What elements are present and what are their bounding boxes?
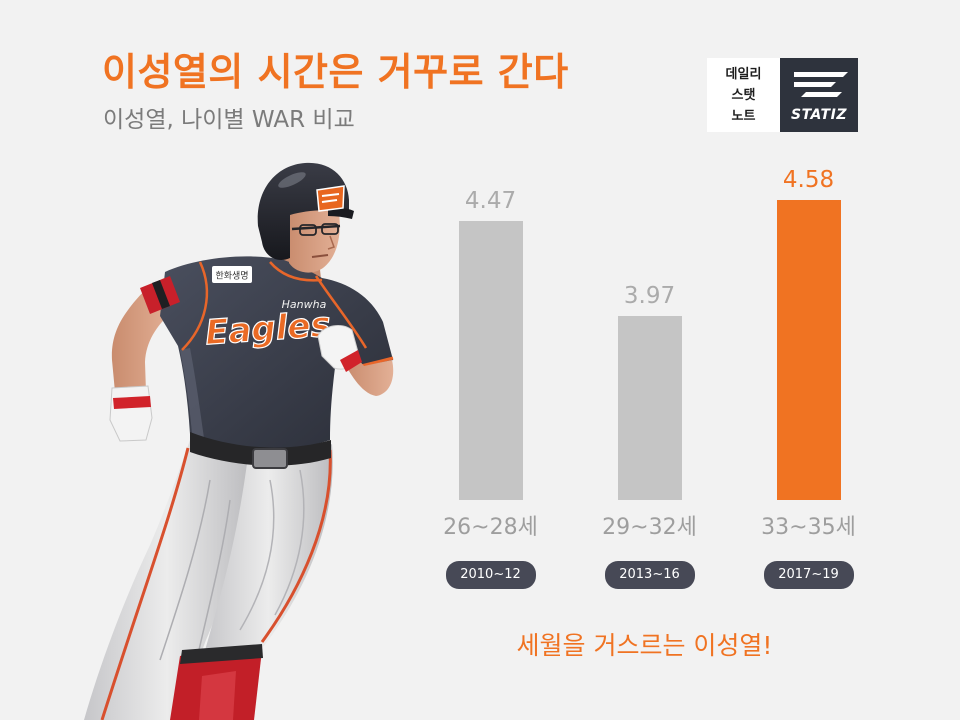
player-front-leg [204, 444, 333, 654]
period-badge: 2013~16 [604, 561, 695, 589]
arm-guard-strap [152, 280, 170, 309]
sleeve-patch [212, 266, 252, 283]
logo-text-line: 데일리 [725, 66, 762, 82]
page-title: 이성열의 시간은 거꾸로 간다 [102, 50, 569, 94]
sleeve-cuff [360, 356, 394, 368]
logo-statiz: STATIZ [780, 58, 858, 132]
batting-glove-cuff [340, 350, 362, 372]
logo-daily-stat-note: 데일리 스탯 노트 [707, 58, 780, 132]
page-subtitle: 이성열, 나이별 WAR 비교 [103, 107, 355, 133]
helmet-brim [328, 207, 354, 219]
logo-text-line: 스탯 [731, 87, 756, 103]
glasses-lens [299, 224, 317, 236]
player-mouth [311, 254, 329, 258]
glasses-lens [321, 223, 339, 235]
player-nose [327, 235, 335, 250]
period-label: 2013~16 [619, 567, 680, 582]
belt-buckle [252, 448, 288, 469]
shin-guard-highlight [199, 671, 236, 720]
bar [458, 220, 523, 500]
bar-value-label: 3.97 [623, 282, 676, 309]
war-bar-chart: 4.47 26~28세 2010~12 3.97 29~32세 2013~16 4.58 33… [411, 150, 888, 600]
sleeve-patch-text: 한화생명 [215, 271, 248, 282]
batting-glove-left [109, 385, 153, 442]
chest-logo-text: Eagles [204, 305, 332, 354]
category-label: 33~35세 [761, 515, 856, 540]
jersey-piping [314, 275, 368, 349]
logo-text-line: 노트 [731, 108, 756, 124]
pants-fold [239, 469, 305, 631]
pants-stripe [260, 449, 332, 643]
chart-annotation: 세월을 거스르는 이성열! [516, 631, 773, 660]
jersey-collar [269, 261, 323, 282]
helmet-emblem-stripes [321, 193, 340, 203]
pants-stripe [100, 447, 190, 720]
shin-guard-strap [180, 644, 263, 664]
bar-value-label: 4.47 [464, 187, 517, 214]
chest-brand-text: Hanwha [282, 298, 327, 311]
brand-logo: 데일리 스탯 노트 STATIZ [707, 58, 858, 132]
bar-column: 3.97 29~32세 2013~16 [570, 150, 729, 600]
statiz-stripe [794, 72, 848, 77]
statiz-mark-icon [794, 72, 848, 97]
helmet-shine [278, 172, 306, 188]
period-label: 2010~12 [460, 567, 521, 582]
bar [617, 315, 682, 500]
bar-column: 4.47 26~28세 2010~12 [411, 150, 570, 600]
statiz-wordmark: STATIZ [791, 107, 847, 123]
jersey-side-panel [180, 348, 204, 438]
statiz-stripe [801, 92, 842, 97]
helmet-emblem-icon [316, 185, 345, 212]
bar-value-label: 4.58 [782, 166, 835, 193]
category-label: 26~28세 [443, 515, 538, 540]
bar-column: 4.58 33~35세 2017~19 [729, 150, 888, 600]
bar [776, 199, 841, 500]
statiz-stripe [794, 82, 836, 87]
batting-glove-stripe [113, 396, 151, 409]
period-badge: 2010~12 [445, 561, 536, 589]
player-photo: 한화생명 Hanwha Eagles [84, 162, 394, 720]
jersey-piping [181, 261, 209, 351]
period-label: 2017~19 [778, 567, 839, 582]
period-badge: 2017~19 [763, 561, 854, 589]
category-label: 29~32세 [602, 515, 697, 540]
